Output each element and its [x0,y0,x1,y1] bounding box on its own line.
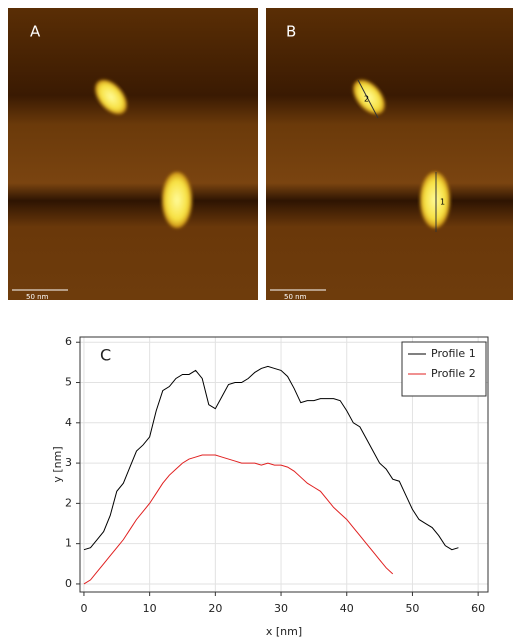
line-series [83,454,394,585]
x-tick-label: 0 [80,602,87,615]
scale-bar-label: 50 nm [26,293,49,301]
y-axis-label: y [nm] [51,446,64,482]
panel-label: C [100,346,111,365]
panel-label: B [286,23,296,41]
x-tick-label: 30 [274,602,288,615]
x-tick-label: 40 [340,602,354,615]
legend-label: Profile 1 [431,347,476,360]
profile-label: 1 [440,198,445,207]
profile-label: 2 [364,95,369,104]
x-tick-label: 50 [405,602,419,615]
plot-frame [79,336,489,593]
x-tick-label: 20 [208,602,222,615]
y-tick-label: 1 [65,537,72,550]
line-series [83,365,459,551]
x-tick-label: 60 [471,602,485,615]
panel-label: A [30,23,41,41]
legend-box [401,341,487,397]
legend-label: Profile 2 [431,367,476,380]
y-tick-label: 5 [65,376,72,389]
y-tick-label: 2 [65,496,72,509]
image-a: A 50 nm [8,8,258,301]
x-tick-label: 10 [143,602,157,615]
image-b: 2 1 B 50 nm [266,8,513,301]
y-tick-label: 3 [65,456,72,469]
y-tick-label: 6 [65,335,72,348]
x-axis-label: x [nm] [266,625,302,638]
y-tick-label: 4 [65,416,72,429]
y-tick-label: 0 [65,577,72,590]
chart: 0 10 20 30 40 50 60 0 1 2 3 4 5 6 x [nm] y [nm] C Profile… [51,335,489,638]
scale-bar-label: 50 nm [284,293,307,301]
